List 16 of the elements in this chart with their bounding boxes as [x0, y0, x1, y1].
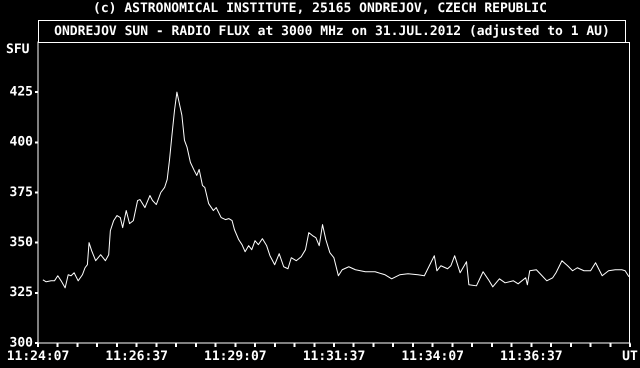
x-tick-label: 11:31:37: [302, 349, 366, 364]
x-tick-label: UT: [622, 349, 638, 364]
y-tick-label: 350: [10, 235, 34, 250]
y-tick-label: 400: [10, 134, 34, 150]
text: (c) ASTRONOMICAL INSTITUTE, 25165 ONDREJOV, CZECH REPUBLIC: [92, 1, 548, 16]
y-tick-label: 300: [10, 335, 34, 350]
y-axis-title: SFU: [6, 42, 30, 57]
x-tick-label: 11:26:37: [105, 349, 168, 364]
x-tick-label: 11:34:07: [401, 349, 464, 364]
y-tick-label: 325: [10, 285, 33, 300]
y-tick-label: 375: [10, 184, 33, 200]
x-tick-label: 11:29:07: [204, 349, 267, 364]
x-tick-label: 11:24:07: [6, 349, 70, 364]
x-tick-label: 11:36:37: [500, 349, 563, 364]
chart-title: ONDREJOV SUN - RADIO FLUX at 3000 MHz on 31.JUL.2012 (adjusted to 1 AU): [38, 20, 626, 42]
y-tick-label: 425: [10, 84, 33, 100]
